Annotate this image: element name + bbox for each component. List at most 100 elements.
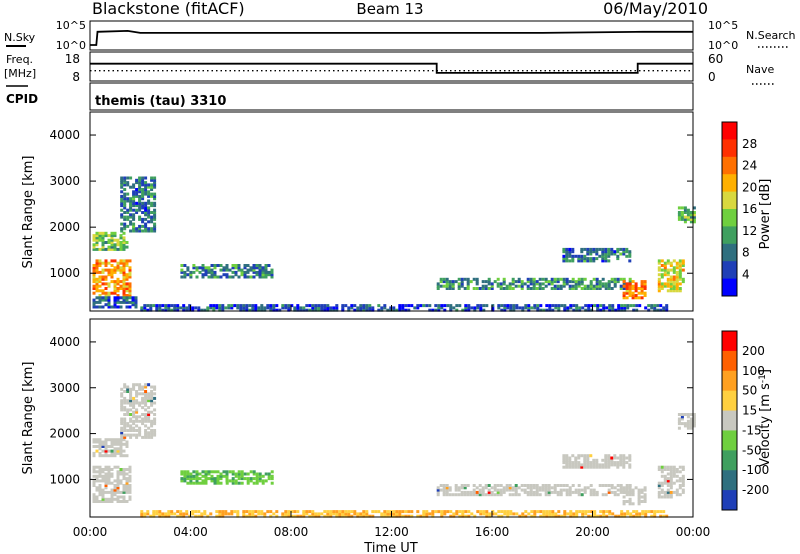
- data-cell: [592, 488, 596, 492]
- data-cell: [132, 413, 136, 416]
- data-cell: [592, 250, 596, 254]
- data-cell: [150, 176, 154, 180]
- data-cell: [589, 484, 593, 487]
- data-cell: [101, 247, 105, 251]
- data-cell: [622, 486, 626, 490]
- data-cell: [122, 298, 126, 302]
- data-cell: [666, 465, 670, 469]
- colorbar-swatch: [722, 226, 737, 245]
- data-cell: [526, 277, 530, 281]
- data-cell: [623, 308, 627, 312]
- data-cell: [490, 490, 494, 494]
- data-cell: [350, 306, 354, 310]
- data-cell: [275, 514, 279, 518]
- data-cell: [565, 461, 569, 465]
- data-cell: [634, 282, 638, 286]
- data-cell: [255, 474, 259, 478]
- data-cell: [143, 304, 147, 308]
- data-cell: [675, 284, 679, 288]
- data-cell: [539, 514, 543, 518]
- data-cell: [213, 264, 217, 267]
- data-cell: [657, 465, 661, 469]
- data-cell: [258, 270, 262, 274]
- data-cell: [663, 477, 667, 481]
- data-cell: [338, 512, 342, 516]
- data-cell: [101, 298, 105, 302]
- data-cell: [138, 204, 142, 208]
- data-cell: [347, 514, 351, 518]
- data-cell: [95, 280, 99, 284]
- data-cell: [197, 306, 201, 310]
- data-cell: [478, 493, 482, 497]
- colorbar-tick-label: 24: [742, 159, 757, 173]
- data-cell: [98, 289, 102, 293]
- data-cell: [269, 304, 273, 308]
- data-cell: [601, 465, 605, 469]
- data-cell: [120, 190, 124, 194]
- data-cell: [410, 514, 414, 518]
- data-cell: [511, 282, 515, 286]
- data-cell: [663, 270, 667, 274]
- data-cell: [120, 394, 124, 398]
- data-cell: [230, 512, 234, 516]
- data-cell: [101, 234, 105, 238]
- data-cell: [120, 435, 124, 439]
- data-cell: [116, 484, 120, 487]
- data-cell: [529, 488, 533, 492]
- data-cell: [98, 500, 102, 503]
- data-cell: [231, 470, 235, 474]
- data-cell: [681, 268, 685, 272]
- data-cell: [398, 512, 402, 516]
- data-cell: [92, 497, 96, 501]
- data-cell: [496, 284, 500, 288]
- data-cell: [583, 488, 587, 492]
- data-cell: [191, 306, 195, 310]
- data-cell: [619, 490, 623, 494]
- data-cell: [183, 474, 187, 478]
- data-cell: [119, 490, 123, 494]
- data-cell: [104, 440, 108, 444]
- data-cell: [120, 429, 124, 432]
- data-cell: [192, 270, 196, 274]
- data-cell: [107, 481, 111, 485]
- colorbar-swatch: [722, 370, 737, 392]
- data-cell: [135, 201, 139, 205]
- data-cell: [678, 266, 682, 270]
- data-cell: [290, 510, 294, 514]
- data-cell: [135, 188, 139, 191]
- data-cell: [110, 442, 114, 446]
- data-cell: [219, 474, 223, 478]
- data-cell: [129, 208, 133, 212]
- data-cell: [530, 306, 534, 310]
- data-cell: [689, 413, 693, 416]
- data-cell: [98, 454, 102, 458]
- data-cell: [596, 308, 600, 312]
- data-cell: [131, 300, 135, 304]
- data-cell: [628, 284, 632, 288]
- data-cell: [120, 401, 124, 405]
- data-cell: [365, 512, 369, 516]
- data-cell: [195, 474, 199, 478]
- data-cell: [554, 514, 558, 518]
- data-cell: [517, 486, 521, 490]
- data-cell: [428, 308, 432, 312]
- data-cell: [123, 385, 127, 389]
- data-cell: [662, 510, 666, 514]
- data-cell: [131, 303, 135, 307]
- data-cell: [610, 247, 614, 251]
- data-cell: [625, 284, 629, 288]
- data-cell: [677, 417, 681, 421]
- data-cell: [460, 486, 464, 490]
- data-cell: [144, 204, 148, 208]
- data-cell: [116, 294, 120, 297]
- data-cell: [176, 514, 180, 518]
- data-cell: [628, 484, 632, 487]
- data-cell: [147, 194, 151, 198]
- data-cell: [197, 514, 201, 518]
- data-cell: [524, 304, 528, 308]
- data-cell: [657, 282, 661, 286]
- data-cell: [663, 493, 667, 497]
- data-cell: [574, 284, 578, 288]
- data-cell: [128, 495, 132, 499]
- data-cell: [206, 306, 210, 310]
